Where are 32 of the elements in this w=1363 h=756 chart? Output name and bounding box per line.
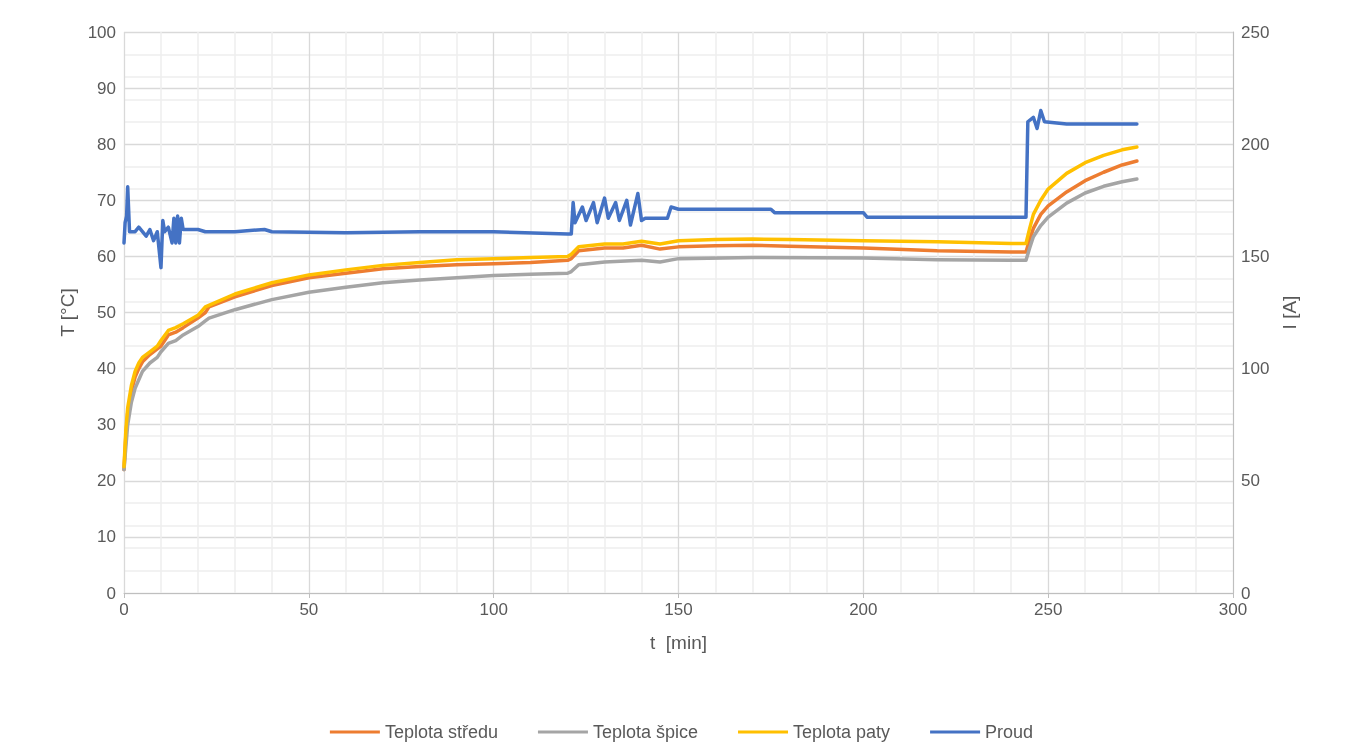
y-tick-label: 50: [97, 303, 116, 322]
y2-tick-label: 200: [1241, 134, 1270, 154]
y-tick-label: 90: [97, 78, 116, 98]
y-tick-label: 80: [97, 134, 116, 154]
y-tick-label: 60: [97, 246, 116, 266]
y2-axis-title: I [A]: [1279, 295, 1301, 330]
y-tick-label: 40: [97, 359, 116, 379]
y-tick-label: 20: [97, 471, 116, 491]
y-tick-label: 100: [87, 22, 116, 42]
line-series: [122, 108, 1139, 270]
x-tick-label: 150: [664, 600, 693, 619]
y2-tick-label: 250: [1241, 22, 1270, 42]
legend-label: Proud: [985, 722, 1034, 742]
x-tick-label: 300: [1218, 600, 1248, 619]
y2-tick-label: 0: [1241, 583, 1251, 603]
x-tick-label: 200: [849, 600, 878, 619]
x-tick-label: 250: [1033, 600, 1063, 619]
y-tick-label: 0: [106, 583, 116, 603]
y-axis-title: T [°C]: [56, 288, 78, 337]
x-tick-label: 50: [299, 600, 319, 619]
y-tick-label: 70: [97, 190, 116, 210]
x-tick-label: 100: [479, 600, 508, 619]
x-tick-label: 0: [119, 600, 129, 619]
y2-tick-label: 150: [1241, 246, 1270, 266]
legend-label: Teplota špice: [592, 722, 699, 742]
y-tick-label: 10: [97, 527, 116, 547]
legend-label: Teplota středu: [384, 722, 498, 742]
x-axis-title: t [min]: [649, 632, 708, 653]
y-tick-label: 30: [97, 415, 116, 435]
y2-tick-label: 100: [1241, 359, 1270, 379]
y2-tick-label: 50: [1241, 471, 1260, 491]
legend-label: Teplota paty: [793, 722, 891, 742]
